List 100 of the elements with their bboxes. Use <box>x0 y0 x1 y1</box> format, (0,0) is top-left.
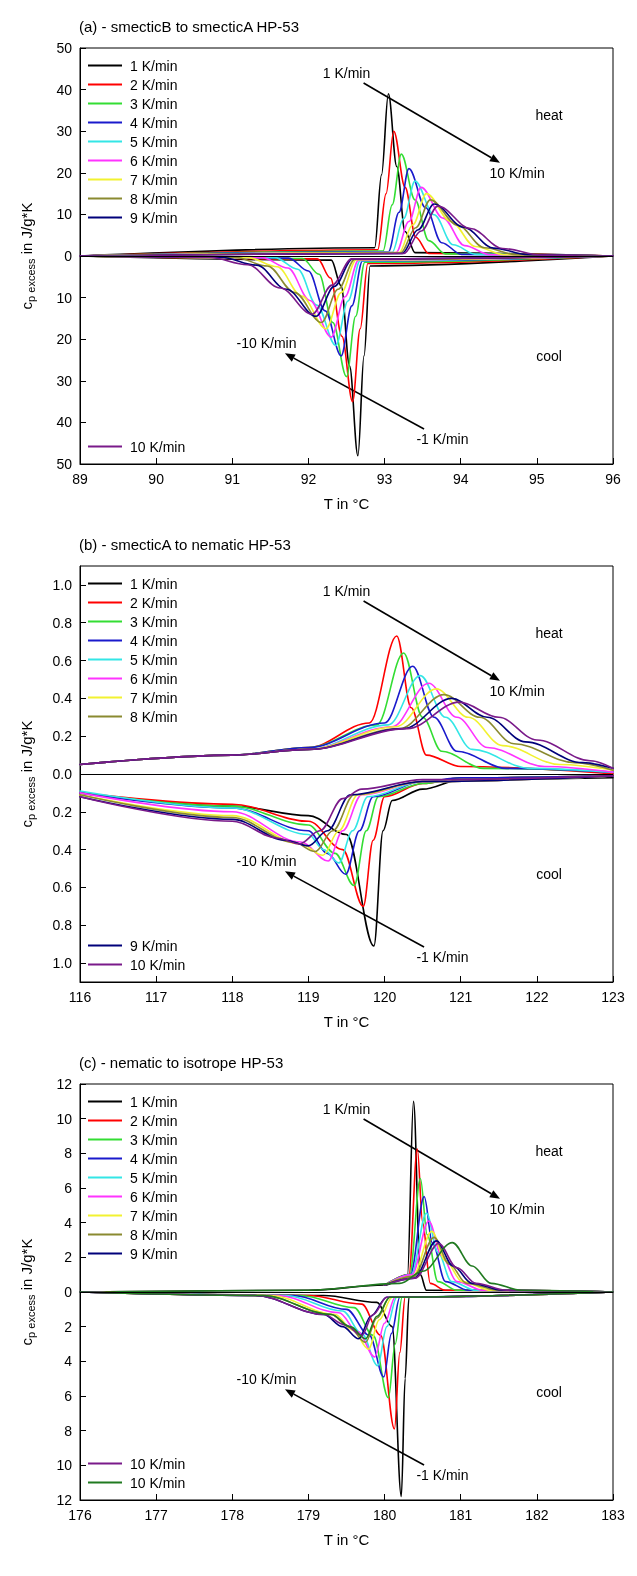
legend-label: 5 K/min <box>130 133 178 150</box>
chart-title: (c) - nematic to isotrope HP-53 <box>79 1054 284 1071</box>
annotation: 1 K/min <box>322 1100 371 1117</box>
legend-label: 5 K/min <box>130 651 178 668</box>
y-tick-label: 12 <box>56 1492 73 1508</box>
y-tick-label: 10 <box>56 289 73 306</box>
legend-label: 7 K/min <box>130 689 178 706</box>
y-tick-label: 20 <box>56 164 73 181</box>
y-tick-label: 0.4 <box>52 841 73 858</box>
x-tick-label: 122 <box>525 989 549 1005</box>
legend-label: 4 K/min <box>130 114 178 131</box>
legend-label: 1 K/min <box>130 575 178 592</box>
x-axis-title: T in °C <box>323 1531 370 1548</box>
x-axis-title: T in °C <box>323 495 370 512</box>
annotation: -1 K/min <box>416 949 469 966</box>
legend-label: 8 K/min <box>130 708 178 725</box>
annotation: heat <box>535 624 563 641</box>
y-tick-label: 0.4 <box>52 690 73 707</box>
x-tick-label: 176 <box>68 1507 92 1523</box>
y-tick-label: 4 <box>64 1353 73 1370</box>
x-tick-label: 181 <box>449 1507 473 1523</box>
x-tick-label: 89 <box>72 471 88 487</box>
annotation: 1 K/min <box>322 582 371 599</box>
annotation: -10 K/min <box>236 1371 297 1388</box>
x-tick-label: 182 <box>525 1507 549 1523</box>
x-tick-label: 118 <box>221 989 244 1005</box>
x-tick-label: 183 <box>601 1507 625 1523</box>
x-axis-title: T in °C <box>323 1013 370 1030</box>
y-tick-label: 0.2 <box>52 728 73 745</box>
legend-label: 1 K/min <box>130 57 178 74</box>
y-tick-label: 0.6 <box>52 879 73 896</box>
annotation: 10 K/min <box>489 164 545 181</box>
annotation: -10 K/min <box>236 335 297 352</box>
annotation: cool <box>536 1383 562 1400</box>
y-tick-label: 20 <box>56 331 73 348</box>
annotation: -1 K/min <box>416 431 469 448</box>
annotation: 1 K/min <box>322 64 371 81</box>
legend-label: 6 K/min <box>130 152 178 169</box>
y-tick-label: 6 <box>64 1388 73 1404</box>
legend-label: 1 K/min <box>130 1093 178 1110</box>
chart-title: (a) - smecticB to smecticA HP-53 <box>79 18 300 35</box>
x-tick-label: 177 <box>144 1507 169 1523</box>
legend-label: 5 K/min <box>130 1169 178 1186</box>
legend-label: 10 K/min <box>130 1474 186 1491</box>
legend-label: 2 K/min <box>130 594 178 611</box>
legend-label: 3 K/min <box>130 613 178 630</box>
y-tick-label: 2 <box>64 1249 73 1266</box>
x-tick-label: 90 <box>148 471 165 487</box>
chart-title: (b) - smecticA to nematic HP-53 <box>79 536 291 553</box>
x-tick-label: 117 <box>144 989 168 1005</box>
y-tick-label: 0.2 <box>52 803 73 820</box>
x-tick-label: 95 <box>529 471 545 487</box>
annotation: heat <box>535 1142 563 1159</box>
y-tick-label: 10 <box>56 206 73 223</box>
legend-label: 7 K/min <box>130 171 178 188</box>
x-tick-label: 93 <box>376 471 393 487</box>
legend-label: 7 K/min <box>130 1207 178 1224</box>
x-tick-label: 91 <box>224 471 241 487</box>
legend-label: 9 K/min <box>130 209 178 226</box>
annotation: -1 K/min <box>416 1467 469 1484</box>
y-tick-label: 10 <box>56 1110 73 1127</box>
x-tick-label: 116 <box>68 989 92 1005</box>
legend-label: 10 K/min <box>130 438 186 455</box>
y-tick-label: 8 <box>64 1145 73 1162</box>
y-tick-label: 30 <box>56 123 73 140</box>
y-axis-title: cp excess in J/g*K <box>18 202 37 310</box>
y-tick-label: 2 <box>64 1318 73 1335</box>
annotation: cool <box>536 347 562 364</box>
x-tick-label: 96 <box>605 471 621 487</box>
y-tick-label: 50 <box>56 40 73 56</box>
y-axis-title: cp excess in J/g*K <box>18 720 37 828</box>
y-tick-label: 30 <box>56 372 73 389</box>
legend-label: 6 K/min <box>130 670 178 687</box>
legend-label: 6 K/min <box>130 1188 178 1205</box>
y-tick-label: 1.0 <box>52 576 73 593</box>
legend-label: 2 K/min <box>130 1112 178 1129</box>
legend-label: 2 K/min <box>130 76 178 93</box>
legend-label: 9 K/min <box>130 937 178 954</box>
x-tick-label: 119 <box>297 989 320 1005</box>
legend-label: 10 K/min <box>130 956 186 973</box>
x-tick-label: 178 <box>220 1507 245 1523</box>
y-tick-label: 10 <box>56 1457 73 1474</box>
y-axis-title: cp excess in J/g*K <box>18 1238 37 1346</box>
y-tick-label: 4 <box>64 1214 73 1231</box>
x-tick-label: 180 <box>372 1507 397 1523</box>
legend-label: 3 K/min <box>130 1131 178 1148</box>
y-tick-label: 0.8 <box>52 614 73 631</box>
y-tick-label: 0 <box>64 1284 73 1300</box>
legend-label: 8 K/min <box>130 1226 178 1243</box>
legend-label: 9 K/min <box>130 1245 178 1262</box>
x-tick-label: 94 <box>452 471 469 487</box>
annotation: 10 K/min <box>489 682 545 699</box>
y-tick-label: 40 <box>56 414 73 431</box>
annotation: 10 K/min <box>489 1200 545 1217</box>
x-tick-label: 92 <box>300 471 317 487</box>
legend-label: 8 K/min <box>130 190 178 207</box>
y-tick-label: 0.0 <box>52 766 73 782</box>
y-tick-label: 12 <box>56 1076 73 1092</box>
legend-label: 4 K/min <box>130 632 178 649</box>
y-tick-label: 0.6 <box>52 652 73 669</box>
